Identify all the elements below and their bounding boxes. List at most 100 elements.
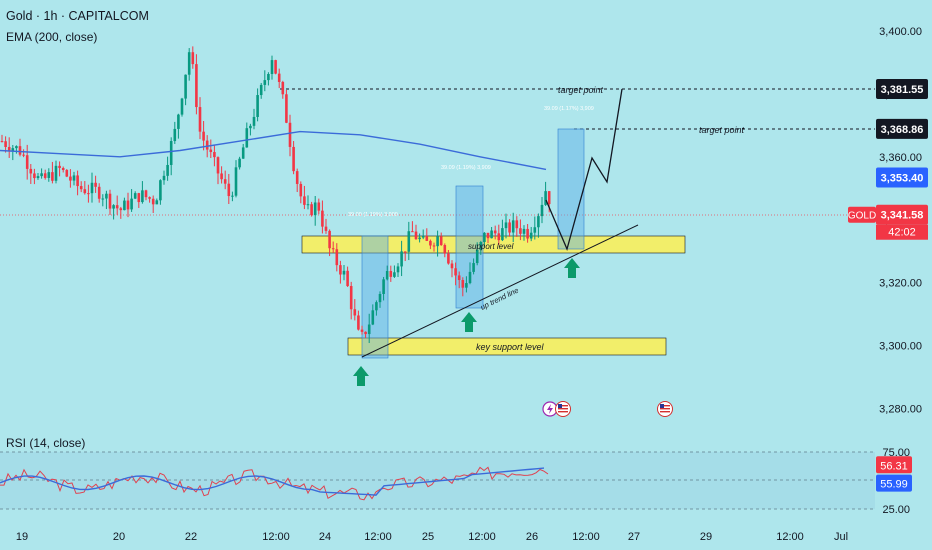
candle-body xyxy=(15,146,18,149)
candle-body xyxy=(371,310,375,325)
candle-body xyxy=(274,60,277,74)
rsi-value-box xyxy=(876,474,912,492)
time-tick-label: 20 xyxy=(113,531,125,543)
lightning-event-icon[interactable] xyxy=(542,401,558,417)
candle-body xyxy=(173,128,177,142)
rsi-tick-label: 75.00 xyxy=(882,447,910,459)
projection-box-3[interactable] xyxy=(557,128,585,250)
candle-body xyxy=(339,265,342,275)
candle-body xyxy=(108,193,112,209)
candle-body xyxy=(22,154,25,156)
candle-body xyxy=(382,279,385,294)
us-flag-event-icon[interactable] xyxy=(555,401,571,417)
candle-body xyxy=(313,202,317,216)
candle-body xyxy=(36,176,40,179)
candle-body xyxy=(83,189,87,194)
projection-box-2[interactable] xyxy=(455,185,484,309)
candle-body xyxy=(234,167,238,196)
candle-body xyxy=(61,168,65,170)
candle-body xyxy=(475,249,479,264)
chart-title[interactable]: Gold · 1h · CAPITALCOM xyxy=(6,9,149,23)
candle-body xyxy=(544,191,547,205)
candle-body xyxy=(4,141,7,147)
candle-body xyxy=(141,190,144,203)
time-tick-label: Jul xyxy=(834,531,848,543)
candle-body xyxy=(418,237,421,240)
candle-body xyxy=(385,271,389,280)
candle-body xyxy=(249,125,252,129)
time-tick-label: 12:00 xyxy=(262,531,290,543)
candle-body xyxy=(90,182,94,194)
candle-body xyxy=(166,164,169,176)
us-flag-event-icon[interactable] xyxy=(657,401,673,417)
rsi-ma-line xyxy=(0,467,545,496)
candle-body xyxy=(357,315,360,330)
projected-path[interactable] xyxy=(545,88,623,251)
candle-body xyxy=(389,271,393,277)
candle-body xyxy=(421,236,425,238)
rsi-tick-label: 25.00 xyxy=(882,504,910,516)
candle-body xyxy=(33,173,36,179)
candle-body xyxy=(519,228,522,234)
time-tick-label: 26 xyxy=(526,531,538,543)
rsi-value-label: 55.99 xyxy=(880,479,908,491)
candle-body xyxy=(162,175,166,181)
candle-body xyxy=(411,231,414,233)
countdown-label: 42:02 xyxy=(888,227,916,239)
rsi-indicator-label[interactable]: RSI (14, close) xyxy=(6,436,86,450)
candle-body xyxy=(526,228,529,239)
candle-body xyxy=(310,204,313,216)
candle-body xyxy=(72,175,76,181)
candle-body xyxy=(472,263,475,272)
candle-body xyxy=(465,283,468,288)
candle-body xyxy=(346,270,349,287)
key-support-zone[interactable] xyxy=(347,337,667,356)
candle-body xyxy=(486,232,490,239)
candle-body xyxy=(245,128,249,148)
price-tag-label: 3,381.55 xyxy=(881,84,924,96)
time-tick-label: 12:00 xyxy=(468,531,496,543)
rsi-pane[interactable] xyxy=(0,451,875,510)
candle-body xyxy=(137,193,141,203)
price-tag-label: 3,341.58 xyxy=(881,210,924,222)
time-tick-label: 12:00 xyxy=(364,531,392,543)
candle-body xyxy=(425,236,429,241)
candle-body xyxy=(447,253,450,264)
candle-body xyxy=(522,228,526,234)
ema-indicator-label[interactable]: EMA (200, close) xyxy=(6,30,98,44)
candle-body xyxy=(87,193,90,195)
candle-body xyxy=(547,191,551,205)
candle-body xyxy=(43,173,47,178)
candle-body xyxy=(115,205,119,209)
candle-body xyxy=(321,210,324,227)
candle-body xyxy=(288,122,292,147)
candle-body xyxy=(155,200,159,205)
candle-body xyxy=(432,245,436,247)
candle-body xyxy=(353,309,357,316)
candle-body xyxy=(317,202,321,211)
candle-body xyxy=(79,186,83,190)
price-tick-label: 3,280.00 xyxy=(879,403,922,415)
price-pane[interactable]: target point target point support level … xyxy=(0,46,875,417)
candle-body xyxy=(213,152,216,158)
candle-body xyxy=(335,249,339,266)
candle-body xyxy=(483,232,486,242)
rsi-axis[interactable]: 75.00 25.00 xyxy=(882,447,910,516)
candle-body xyxy=(396,266,400,273)
candle-body xyxy=(515,220,519,229)
candle-body xyxy=(364,331,367,335)
candle-body xyxy=(180,98,184,115)
candle-body xyxy=(443,245,447,254)
up-trend-line[interactable] xyxy=(361,224,639,358)
candle-body xyxy=(241,147,245,159)
candle-body xyxy=(151,198,155,205)
candle-body xyxy=(490,230,493,239)
candle-body xyxy=(209,149,213,153)
candle-body xyxy=(504,222,508,229)
candle-body xyxy=(540,204,544,217)
support-label: support level xyxy=(468,242,514,251)
candle-body xyxy=(533,227,537,233)
candle-body xyxy=(184,74,187,99)
time-axis[interactable]: 19 20 22 12:00 24 12:00 25 12:00 26 12:00 27 29 12:0… xyxy=(16,531,848,543)
